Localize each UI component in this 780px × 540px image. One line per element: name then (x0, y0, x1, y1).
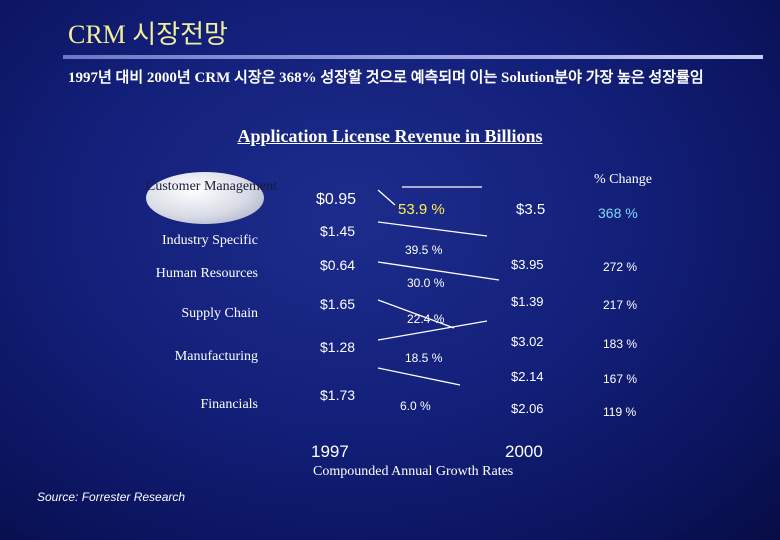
value-1997-financials: $1.73 (320, 387, 356, 403)
category-human-resources: Human Resources (155, 266, 258, 281)
category-supply-chain: Supply Chain (181, 306, 258, 321)
change-customer-management: 368 % (598, 205, 638, 221)
value-2000-financials: $2.06 (511, 401, 544, 416)
category-industry-specific: Industry Specific (161, 233, 258, 248)
change-human-resources: 217 % (603, 298, 638, 312)
connector-customer-management (377, 189, 396, 206)
change-manufacturing: 167 % (603, 372, 638, 386)
connector-industry-specific (377, 221, 488, 237)
category-customer-management: Customer Management (146, 172, 277, 224)
page-title: CRM 시장전망 (68, 20, 228, 49)
value-1997-human-resources: $0.64 (320, 257, 356, 273)
cagr-industry-specific: 39.5 % (405, 243, 443, 257)
cagr-financials: 6.0 % (400, 399, 431, 413)
change-financials: 119 % (603, 405, 637, 419)
year-1997: 1997 (311, 442, 349, 461)
value-1997-industry-specific: $1.45 (320, 223, 356, 239)
value-2000-manufacturing: $2.14 (511, 369, 544, 384)
value-2000-industry-specific: $3.95 (511, 257, 544, 272)
connector-supply-chain (377, 299, 455, 329)
change-industry-specific: 272 % (603, 260, 638, 274)
value-2000-supply-chain: $3.02 (511, 334, 544, 349)
value-2000-human-resources: $1.39 (511, 294, 544, 309)
connector-manufacturing (377, 320, 488, 341)
source-note: Source: Forrester Research (37, 490, 186, 504)
title-divider (63, 55, 763, 59)
category-manufacturing: Manufacturing (174, 349, 258, 364)
year-2000: 2000 (505, 442, 543, 461)
change-header: % Change (594, 172, 652, 187)
value-1997-supply-chain: $1.65 (320, 296, 356, 312)
cagr-human-resources: 30.0 % (407, 276, 445, 290)
change-supply-chain: 183 % (603, 337, 638, 351)
page-subtitle: 1997년 대비 2000년 CRM 시장은 368% 성장할 것으로 예측되며… (68, 70, 704, 86)
chart-title: Application License Revenue in Billions (237, 126, 543, 146)
cagr-footer: Compounded Annual Growth Rates (313, 464, 514, 479)
cagr-manufacturing: 18.5 % (405, 351, 443, 365)
connector-human-resources (377, 261, 500, 281)
category-financials: Financials (200, 397, 258, 412)
connector-financials (377, 367, 461, 386)
value-1997-manufacturing: $1.28 (320, 339, 356, 355)
category-label: Customer Management (146, 179, 278, 194)
value-2000-customer-management: $3.5 (516, 201, 546, 218)
cagr-customer-management: 53.9 % (398, 201, 445, 218)
value-1997-customer-management: $0.95 (316, 191, 357, 208)
cagr-supply-chain: 22.4 % (407, 312, 445, 326)
